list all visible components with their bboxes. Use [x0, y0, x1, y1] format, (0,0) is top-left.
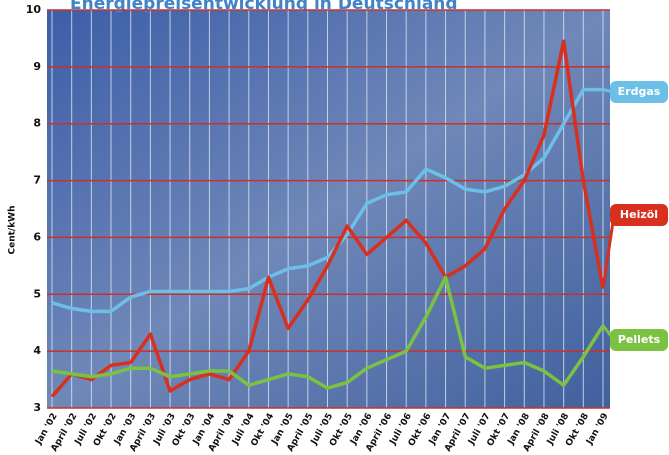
y-tick-label: 6: [33, 230, 41, 243]
y-tick-label: 3: [33, 401, 41, 414]
y-tick-label: 10: [26, 3, 42, 16]
legend-tag: [610, 329, 668, 351]
legend-label: Heizöl: [620, 208, 658, 221]
chart-title: Energiepreisentwicklung in Deutschland: [70, 0, 458, 14]
plot-area: [47, 10, 610, 408]
legend-label: Erdgas: [618, 85, 661, 98]
y-tick-label: 5: [33, 287, 41, 300]
series-line: [51, 275, 605, 390]
series-line: [50, 39, 605, 398]
legend-tag: [610, 81, 668, 103]
y-axis-label: Cent/kWh: [8, 205, 18, 254]
series-line: [51, 87, 603, 314]
legend-connector: [601, 214, 616, 289]
y-tick-label: 7: [33, 174, 41, 187]
y-tick-label: 4: [33, 344, 41, 357]
y-tick-label: 9: [33, 60, 41, 73]
legend-label: Pellets: [618, 333, 661, 346]
y-tick-label: 8: [33, 117, 41, 130]
legend-tag: [610, 204, 668, 226]
